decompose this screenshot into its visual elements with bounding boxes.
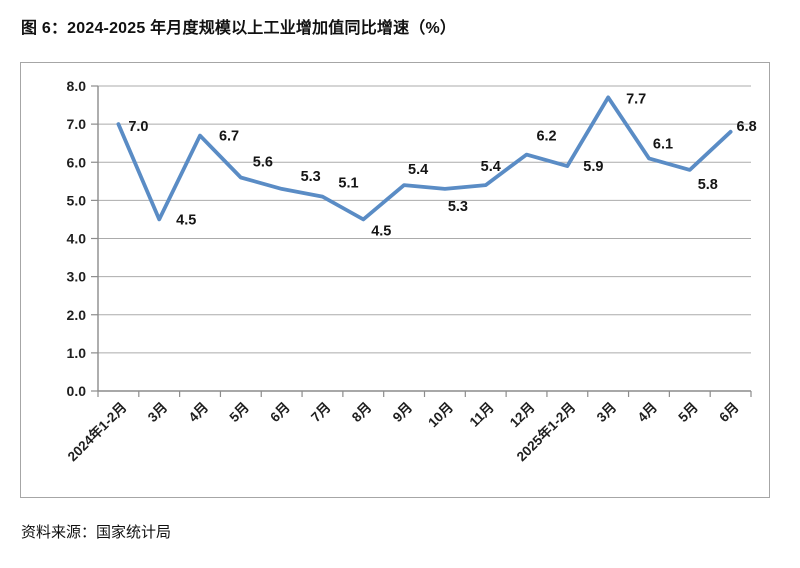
y-tick-label: 0.0	[67, 383, 87, 399]
x-tick-label: 3月	[594, 400, 619, 425]
line-chart: 0.0 1.0 2.0 3.0 4.0 5.0 6.0 7.0 8.0 7.0 4.5 6.7 5.6 5…	[64, 78, 757, 464]
x-tick-label: 9月	[390, 400, 415, 425]
data-line	[116, 95, 733, 222]
x-tick-label: 11月	[467, 400, 497, 430]
data-label: 7.0	[128, 119, 148, 135]
y-tick-label: 5.0	[67, 192, 87, 208]
figure-source: 资料来源：国家统计局	[21, 524, 172, 541]
data-label: 5.8	[698, 177, 718, 193]
data-label: 5.9	[583, 159, 603, 175]
chart-frame: 0.0 1.0 2.0 3.0 4.0 5.0 6.0 7.0 8.0 7.0 4.5 6.7 5.6 5…	[20, 62, 770, 498]
data-label: 6.8	[737, 119, 757, 135]
x-tick-label: 4月	[186, 400, 211, 425]
x-tick-label: 12月	[507, 400, 538, 431]
data-label: 6.1	[653, 136, 673, 152]
y-tick-label: 4.0	[67, 231, 87, 247]
y-tick-label: 2.0	[67, 307, 87, 323]
data-label: 6.2	[536, 129, 556, 145]
x-tick-label: 8月	[349, 400, 374, 425]
x-tick-label: 3月	[145, 400, 170, 425]
figure-title: 图 6：2024-2025 年月度规模以上工业增加值同比增速（%）	[21, 20, 457, 37]
x-tick-label: 6月	[267, 400, 292, 425]
data-label: 5.3	[301, 169, 321, 185]
y-tick-label: 8.0	[67, 78, 87, 94]
x-tick-label: 7月	[308, 400, 333, 425]
x-tick-label: 2024年1-2月	[64, 399, 129, 464]
data-label: 4.5	[371, 223, 391, 239]
data-label: 4.5	[176, 212, 196, 228]
data-label: 5.1	[338, 176, 358, 192]
data-label: 7.7	[626, 91, 646, 107]
data-label: 5.6	[253, 155, 273, 171]
data-label: 6.7	[219, 129, 239, 145]
x-tick-label: 6月	[716, 400, 741, 425]
y-tick-label: 6.0	[67, 154, 87, 170]
data-label: 5.4	[481, 159, 501, 175]
y-tick-label: 1.0	[67, 345, 87, 361]
x-tick-label: 5月	[675, 400, 700, 425]
data-label: 5.3	[448, 199, 468, 215]
x-tick-label: 5月	[226, 400, 251, 425]
y-tick-label: 3.0	[67, 269, 87, 285]
x-tick-label: 4月	[635, 400, 660, 425]
y-tick-label: 7.0	[67, 116, 87, 132]
x-tick-label: 10月	[425, 400, 456, 431]
data-label: 5.4	[408, 162, 428, 178]
